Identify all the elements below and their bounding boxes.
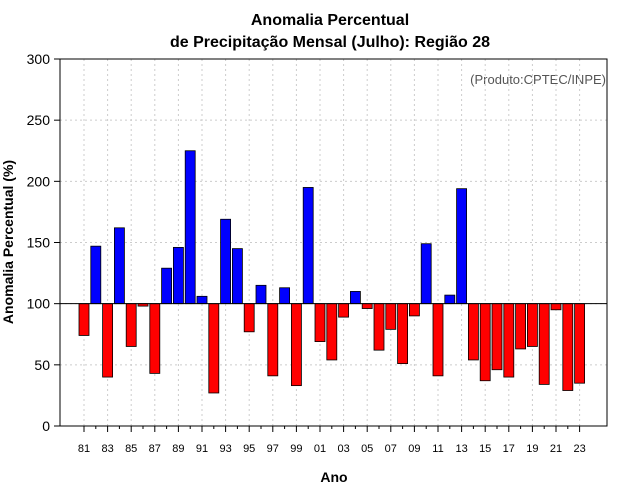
bar-96 [255,284,267,305]
bar-10 [420,243,432,305]
bar-93 [220,218,232,305]
bar-03 [338,303,350,318]
y-axis-label: Anomalia Percentual (%) [0,160,16,324]
x-tick-label: 05 [361,443,373,455]
bar-92 [208,303,220,394]
x-tick-label: 89 [172,443,184,455]
bar-87 [149,303,161,374]
x-tick-label: 03 [337,443,349,455]
bar-06 [373,303,385,351]
bar-84 [114,227,125,305]
x-tick-label: 19 [526,443,538,455]
bar-20 [538,303,550,385]
x-tick-label: 07 [385,443,397,455]
bar-88 [161,267,173,305]
bar-02 [326,303,338,361]
bar-08 [397,303,409,365]
x-tick-label: 21 [550,443,562,455]
x-tick-label: 97 [267,443,279,455]
bar-11 [432,303,444,377]
plot-frame [59,58,608,427]
x-tick-label: 93 [219,443,231,455]
x-axis-label: Ano [320,469,347,485]
bar-90 [184,150,196,305]
bar-04 [349,291,361,305]
x-tick-label: 23 [573,443,585,455]
x-tick-label: 13 [455,443,467,455]
x-tick-label: 95 [243,443,255,455]
x-tick-label: 01 [314,443,326,455]
bar-99 [290,303,302,387]
x-tick-label: 85 [125,443,137,455]
x-tick-label: 91 [196,443,208,455]
bar-82 [90,245,102,305]
bar-05 [361,303,373,309]
x-tick-label: 83 [101,443,113,455]
grid-layer [60,59,607,426]
y-tick-label: 200 [27,173,51,189]
bar-22 [562,303,574,391]
bar-14 [467,303,479,361]
bar-13 [456,188,468,305]
bar-17 [503,303,515,378]
y-tick-label: 150 [27,235,51,251]
bar-89 [172,246,184,305]
x-tick-label: 15 [479,443,491,455]
bar-97 [267,303,279,377]
bar-15 [479,303,491,382]
bar-95 [243,303,255,333]
bar-00 [302,187,314,305]
x-tick-label: 87 [149,443,161,455]
bar-85 [125,303,137,347]
x-tick-label: 09 [408,443,420,455]
bar-23 [574,303,585,384]
bar-98 [279,287,291,305]
x-tick-label: 81 [78,443,90,455]
y-tick-label: 100 [27,296,51,312]
bar-01 [314,303,326,342]
x-tick-label: 99 [290,443,302,455]
bar-94 [231,248,243,305]
bar-21 [550,303,562,311]
bar-18 [515,303,526,350]
y-tick-label: 250 [27,112,51,128]
y-tick-label: 0 [42,418,50,434]
credit-text: (Produto:CPTEC/INPE) [470,72,606,87]
bar-16 [491,303,503,371]
bar-09 [408,303,420,317]
bar-19 [527,303,538,347]
x-tick-label: 17 [503,443,515,455]
bar-12 [444,294,456,305]
chart-title-line2: de Precipitação Mensal (Julho): Região 2… [170,34,490,51]
bar-07 [385,303,397,330]
bar-83 [102,303,113,378]
bar-81 [78,303,90,336]
chart-title-line1: Anomalia Percentual [251,12,409,29]
bar-91 [196,295,208,305]
y-tick-label: 300 [27,51,51,67]
bars-layer [78,150,585,394]
y-tick-label: 50 [34,357,50,373]
x-tick-label: 11 [432,443,443,455]
